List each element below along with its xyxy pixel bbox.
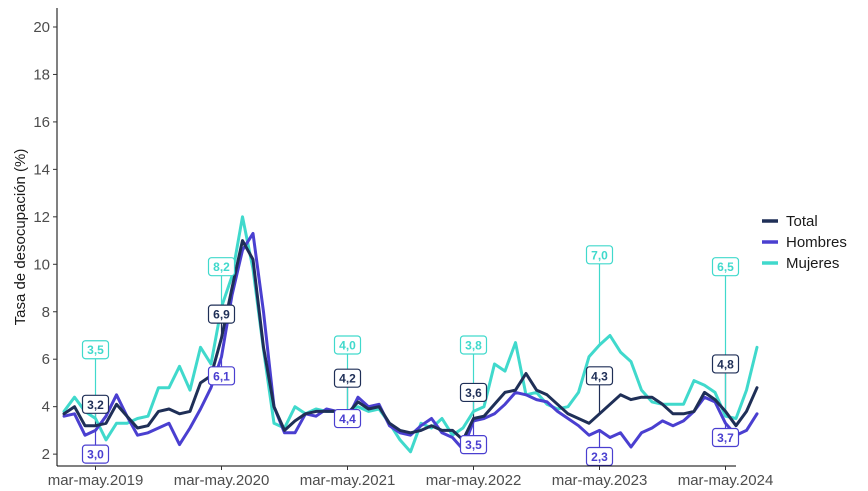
annotation-label: 3,2 (87, 398, 104, 412)
annotation-label: 4,8 (717, 357, 734, 371)
y-tick-label: 4 (42, 399, 50, 416)
series-line-total (62, 239, 759, 442)
y-tick-label: 10 (33, 256, 50, 273)
annotation-label: 3,5 (465, 438, 482, 452)
y-axis-title: Tasa de desocupación (%) (12, 149, 29, 326)
annotation-label: 6,5 (717, 260, 734, 274)
y-tick-label: 6 (42, 351, 50, 368)
y-tick-label: 14 (33, 161, 50, 178)
annotation-label: 7,0 (591, 248, 608, 262)
annotation-box (207, 257, 236, 277)
annotation-label: 4,4 (339, 412, 356, 426)
annotation-box (711, 354, 740, 374)
series-line-hombres (62, 231, 759, 451)
annotation-box (81, 394, 110, 414)
annotation-box (585, 366, 614, 386)
y-tick-label: 2 (42, 446, 50, 463)
y-tick-label: 20 (33, 19, 50, 36)
y-tick-label: 18 (33, 66, 50, 83)
annotation-box (459, 382, 488, 403)
annotation-box (459, 435, 488, 455)
legend-label-hombres: Hombres (786, 234, 847, 251)
annotation-label: 3,0 (87, 448, 104, 462)
annotation-box (459, 335, 488, 355)
annotation-label: 4,0 (339, 338, 356, 352)
annotation-label: 6,1 (213, 369, 230, 383)
annotation-label: 3,5 (87, 343, 104, 357)
series-lines (62, 215, 759, 454)
annotation-label: 4,3 (591, 369, 608, 383)
y-tick-label: 8 (42, 304, 50, 321)
annotation-label: 3,7 (717, 431, 734, 445)
annotation-label: 2,3 (591, 450, 608, 464)
annotation-box (81, 340, 110, 360)
annotation-box (711, 257, 740, 277)
annotation-box (207, 366, 236, 386)
annotation-label: 8,2 (213, 260, 230, 274)
annotation-labels: 3,2 3,0 3,5 6,9 6,1 8,2 4,2 4,4 4,0 3,6 3,5 3,8 4,3 2… (81, 245, 740, 467)
y-tick-label: 12 (33, 209, 50, 226)
x-tick-label: mar-may.2020 (174, 472, 270, 489)
legend: Total Hombres Mujeres (762, 213, 847, 272)
x-tick-label: mar-may.2019 (48, 472, 144, 489)
legend-label-mujeres: Mujeres (786, 255, 839, 272)
x-tick-label: mar-may.2024 (678, 472, 774, 489)
annotation-box (207, 304, 236, 324)
annotation-label: 3,6 (465, 386, 482, 400)
annotation-box (333, 408, 362, 429)
annotation-box (333, 368, 362, 388)
series-line-mujeres (62, 215, 759, 454)
annotation-label: 4,2 (339, 372, 356, 386)
axes: 2 4 6 8 10 12 14 16 18 20 mar-may.2019 mar-may.2020… (33, 8, 773, 489)
x-tick-label: mar-may.2021 (300, 472, 396, 489)
x-tick-label: mar-may.2023 (552, 472, 648, 489)
annotation-label: 6,9 (213, 308, 230, 322)
legend-label-total: Total (786, 213, 818, 230)
annotation-box (81, 444, 110, 464)
annotation-box (585, 245, 614, 265)
annotation-box (333, 335, 362, 355)
y-tick-label: 16 (33, 114, 50, 131)
x-tick-label: mar-may.2022 (426, 472, 522, 489)
annotation-label: 3,8 (465, 338, 482, 352)
annotation-box (711, 427, 740, 448)
